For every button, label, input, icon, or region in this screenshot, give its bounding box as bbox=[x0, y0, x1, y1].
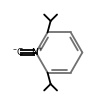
Text: C: C bbox=[17, 48, 23, 57]
Text: $^{-}$: $^{-}$ bbox=[12, 47, 18, 53]
Text: $^{+}$: $^{+}$ bbox=[37, 47, 42, 53]
Text: N: N bbox=[31, 48, 38, 57]
